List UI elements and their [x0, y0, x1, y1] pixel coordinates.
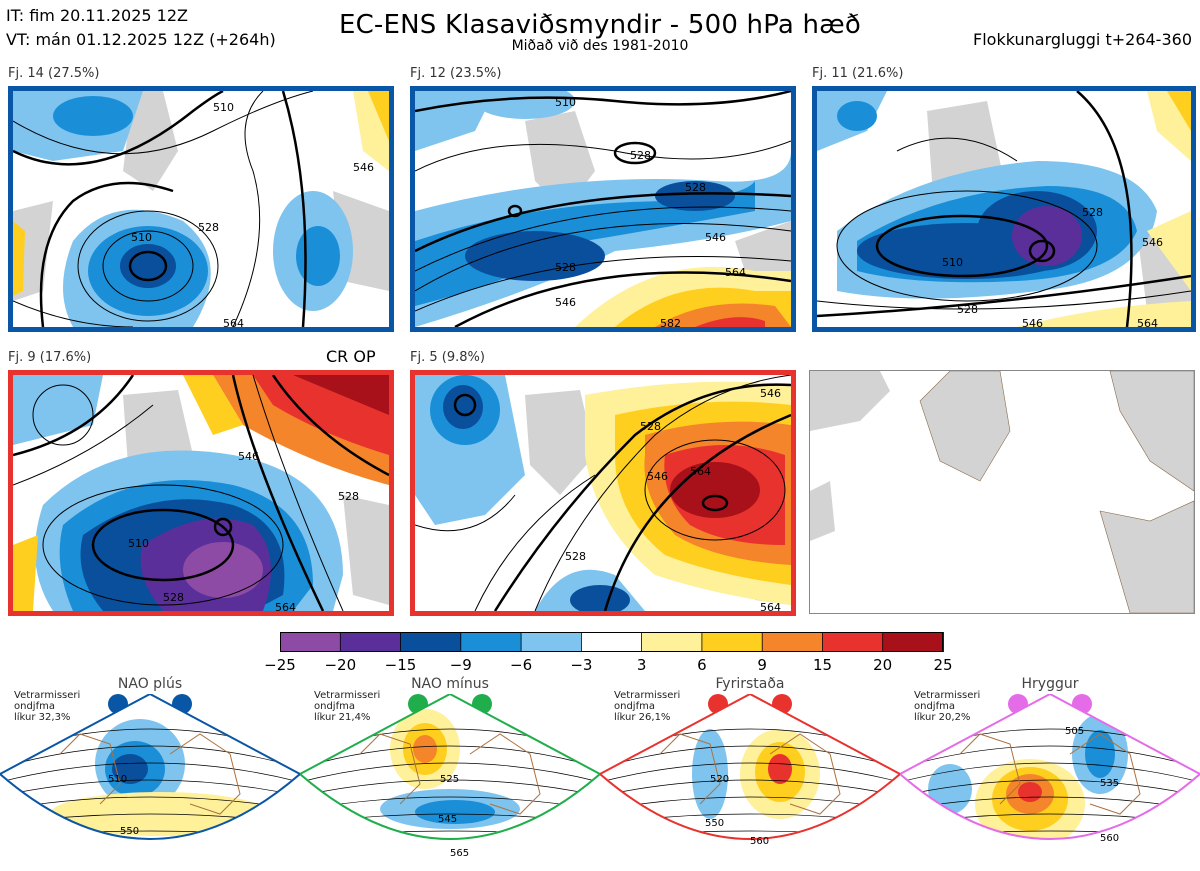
colorbar-cell: [400, 632, 462, 652]
page-title: EC-ENS Klasaviðsmyndir - 500 hPa hæð: [338, 10, 862, 40]
colorbar-tick-label: −6: [510, 656, 533, 674]
contour-label: 528: [555, 261, 576, 274]
colorbar-tick-label: 3: [636, 656, 647, 674]
contour-label: 510: [555, 96, 576, 109]
colorbar-cell: [761, 632, 824, 652]
contour-label: 564: [275, 601, 296, 611]
contour-label: 582: [660, 317, 681, 327]
regime-contour-label: 565: [450, 848, 469, 859]
regime-contour-label: 525: [440, 774, 459, 785]
regime-title: NAO mínus: [411, 676, 489, 692]
contour-label: 510: [942, 256, 963, 269]
control-operational-label: CR OP: [326, 347, 376, 366]
regime-map: 510 550: [0, 694, 300, 840]
regime-map: 525 545 565: [300, 694, 600, 859]
cluster-label-1: Fj. 14 (27.5%): [8, 66, 100, 81]
contour-label: 528: [565, 550, 586, 563]
colorbar-tick-label: 20: [873, 656, 893, 674]
regime-contour-label: 550: [120, 826, 139, 837]
cluster-map-2: 510 528 528 546 564 582 546 528: [410, 86, 796, 332]
colorbar-tick-label: −25: [264, 656, 296, 674]
regime-map: 505 535 560: [900, 694, 1200, 844]
colorbar-cell: [339, 632, 402, 652]
init-time: IT: fim 20.11.2025 12Z: [6, 6, 188, 25]
regime-note: Vetrarmisseri ondjfma líkur 32,3%: [14, 690, 81, 723]
contour-label: 546: [555, 296, 576, 309]
regime-contour-label: 560: [1100, 833, 1119, 844]
regime-contour-label: 550: [705, 818, 724, 829]
contour-label: 564: [760, 601, 781, 611]
colorbar-tick-label: 6: [697, 656, 707, 674]
classification-window: Flokkunargluggi t+264-360: [973, 30, 1192, 49]
contour-label: 528: [957, 303, 978, 316]
contour-label: 528: [198, 221, 219, 234]
regime-note: Vetrarmisseri ondjfma líkur 20,2%: [914, 690, 981, 723]
valid-time: VT: mán 01.12.2025 12Z (+264h): [6, 30, 276, 49]
cluster-label-3: Fj. 11 (21.6%): [812, 66, 904, 81]
contour-label: 528: [640, 420, 661, 433]
contour-label: 528: [163, 591, 184, 604]
colorbar-cell: [580, 632, 643, 652]
contour-label: 546: [760, 387, 781, 400]
regime-contour-label: 505: [1065, 726, 1084, 737]
colorbar-tick-label: 25: [933, 656, 953, 674]
contour-label: 546: [705, 231, 726, 244]
regime-title: Hryggur: [1021, 676, 1079, 692]
colorbar-tick-label: 15: [812, 656, 833, 674]
colorbar-cell: [822, 632, 884, 652]
contour-label: 564: [690, 465, 711, 478]
cluster-label-4: Fj. 9 (17.6%): [8, 350, 92, 365]
contour-label: 564: [725, 266, 746, 279]
colorbar-cell: [641, 632, 703, 652]
colorbar-tick-label: 9: [757, 656, 767, 674]
contour-label: 528: [685, 181, 706, 194]
colorbar-cell: [520, 632, 583, 652]
regime-contour-label: 535: [1100, 778, 1119, 789]
contour-label: 510: [213, 101, 234, 114]
contour-label: 546: [1022, 317, 1043, 327]
regime-title: Fyrirstaða: [715, 676, 785, 692]
cluster-map-3: 510 528 546 528 546 564: [812, 86, 1196, 332]
contour-label: 528: [338, 490, 359, 503]
colorbar-cell: [280, 632, 342, 652]
regime-contour-label: 520: [710, 774, 729, 785]
colorbar-tick-label: −20: [324, 656, 357, 674]
contour-label: 510: [128, 537, 149, 550]
anomaly-colorbar: [280, 632, 944, 652]
cluster-label-5: Fj. 5 (9.8%): [410, 350, 485, 365]
contour-label: 546: [238, 450, 259, 463]
regime-contour-label: 510: [108, 774, 127, 785]
colorbar-tick-label: −3: [570, 656, 593, 674]
cluster-map-4: 510 528 546 564 528: [8, 370, 394, 616]
contour-label: 564: [223, 317, 244, 327]
regime-contour-label: 560: [750, 836, 769, 847]
contour-label: 546: [353, 161, 374, 174]
colorbar-tick-label: −15: [384, 656, 417, 674]
contour-label: 564: [1137, 317, 1158, 327]
regime-note: Vetrarmisseri ondjfma líkur 26,1%: [614, 690, 681, 723]
empty-base-map: [809, 370, 1195, 614]
colorbar-cell: [882, 632, 944, 652]
contour-label: 528: [630, 149, 651, 162]
contour-label: 546: [1142, 236, 1163, 249]
regime-note: Vetrarmisseri ondjfma líkur 21,4%: [314, 690, 381, 723]
contour-label: 528: [1082, 206, 1103, 219]
page-subtitle: Miðað við des 1981-2010: [511, 38, 689, 54]
colorbar-cell: [701, 632, 764, 652]
regime-map: 520 550 560: [600, 694, 900, 847]
colorbar-cell: [460, 632, 523, 652]
contour-label: 510: [131, 231, 152, 244]
cluster-map-5: 528 528 546 564 546 564: [410, 370, 796, 616]
regime-contour-label: 545: [438, 814, 457, 825]
contour-label: 546: [647, 470, 668, 483]
colorbar-tick-label: −9: [449, 656, 472, 674]
cluster-label-2: Fj. 12 (23.5%): [410, 66, 502, 81]
cluster-map-1: 510 528 546 564 510: [8, 86, 394, 332]
regime-title: NAO plús: [117, 676, 183, 692]
